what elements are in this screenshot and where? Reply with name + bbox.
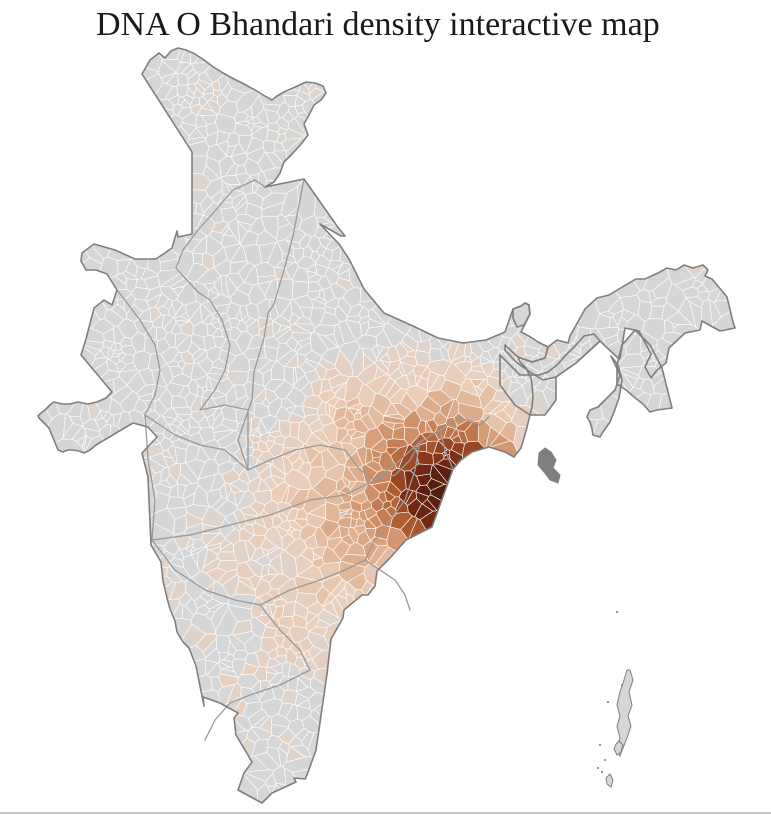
- svg-text:DNA O Bhandari density interac: DNA O Bhandari density interactive map: [96, 6, 660, 43]
